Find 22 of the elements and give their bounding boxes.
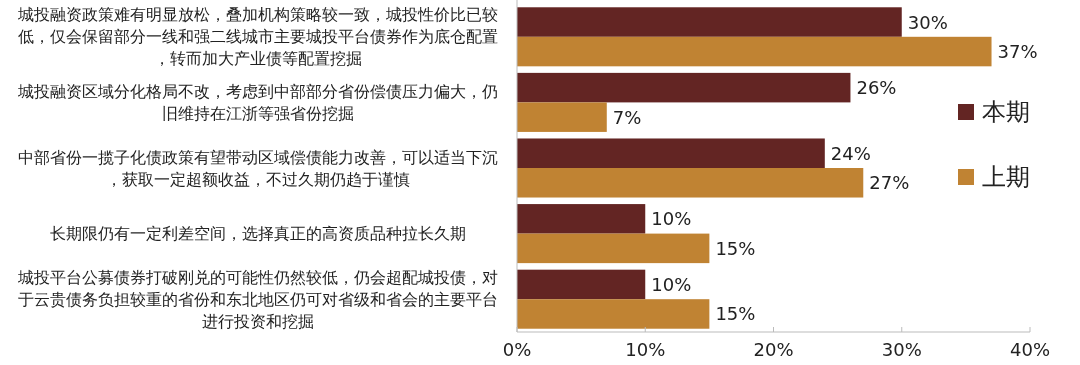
x-tick-label: 10%	[625, 338, 666, 360]
y-tick-label: 城投融资区域分化格局不改，考虑到中部部分省份偿债压力偏大，仍旧维持在江浙等强省份挖掘	[17, 81, 498, 123]
y-tick-label: 中部省份一揽子化债政策有望带动区域偿债能力改善，可以适当下沉，获取一定超额收益，不过久期仍趋于谨慎	[18, 147, 498, 189]
x-tick-label: 40%	[1009, 338, 1051, 360]
text: 15%	[715, 237, 756, 259]
text: 27%	[869, 172, 910, 194]
legend-label: 上期	[982, 163, 1030, 191]
y-tick-label: 城投平台公募债券打破刚兑的可能性仍然较低，仍会超配城投债，对于云贵债务负担较重的省份和东北地区仍可对省级和省会的主要平台进行投资和挖掘	[17, 267, 498, 331]
x-tick-label: 20%	[753, 338, 794, 360]
y-tick-label: 长期限仍有一定利差空间，选择真正的高资质品种拉长久期	[50, 224, 466, 244]
text: 10%	[651, 273, 692, 295]
x-tick-label: 0%	[502, 338, 532, 360]
text: 26%	[856, 77, 897, 99]
legend-label: 本期	[982, 98, 1030, 126]
y-tick-label: 城投融资政策难有明显放松，叠加机构策略较一致，城投性价比已较低，仅会保留部分一线和强二线城市主要城投平台债券作为底仓配置，转而加大产业债等配置挖掘	[17, 5, 498, 69]
x-tick-label: 30%	[881, 338, 922, 360]
text: 37%	[997, 41, 1038, 63]
text: 30%	[907, 11, 948, 33]
text: 10%	[651, 208, 692, 230]
text: 7%	[612, 106, 642, 128]
text: 24%	[830, 142, 871, 164]
text: 15%	[715, 303, 756, 325]
